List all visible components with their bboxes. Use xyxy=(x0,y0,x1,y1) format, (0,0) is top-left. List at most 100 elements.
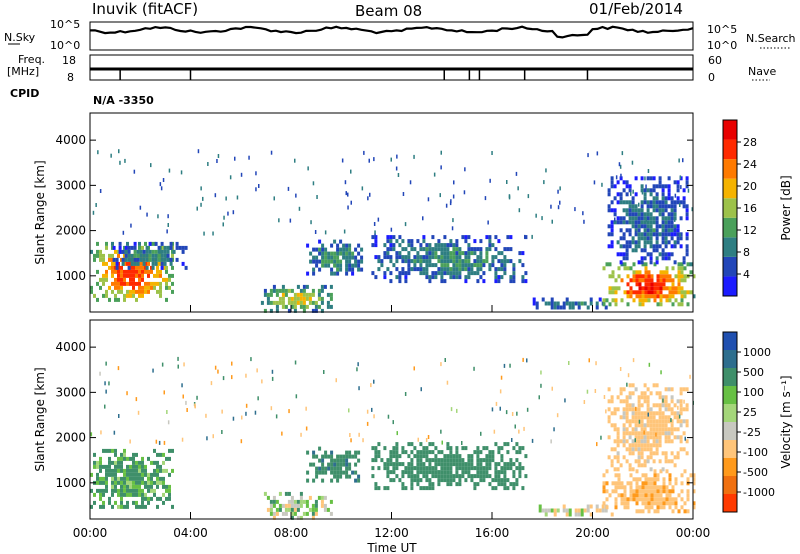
echo-cell-1-36 xyxy=(139,257,143,262)
echo-cell-3-77 xyxy=(413,446,417,451)
echo-cell-6-153 xyxy=(646,395,650,400)
echo-cell-1-42 xyxy=(299,491,303,496)
echo-cell-1-31 xyxy=(136,253,140,258)
echo-cell-3-110 xyxy=(425,454,429,459)
echo-cell-6-279 xyxy=(676,415,680,420)
echo-cell-3-21 xyxy=(321,255,325,260)
echo-cell-5-162 xyxy=(680,505,684,510)
echo-cell-5-171 xyxy=(686,509,690,514)
echo-cell-3-10 xyxy=(377,442,381,447)
echo-cell-7-250 xyxy=(667,192,671,197)
echo-cell-6-205 xyxy=(655,443,659,448)
echo-cell-7-237 xyxy=(664,216,668,221)
echo-cell-7-189 xyxy=(655,200,659,205)
echo-cell-0-77 xyxy=(117,492,120,497)
echo-cell-5-128 xyxy=(662,489,666,494)
echo-cell-4-2 xyxy=(371,271,375,276)
echo-cell-6-62 xyxy=(641,274,645,279)
echo-cell-0-148 xyxy=(138,464,141,469)
echo-cell-5-27 xyxy=(583,301,587,306)
echo-cell-1-91 xyxy=(184,245,188,250)
power-speckle-134 xyxy=(487,220,489,225)
echo-cell-7-182 xyxy=(652,228,656,233)
echo-cell-4-9 xyxy=(556,508,560,513)
echo-cell-1-12 xyxy=(124,249,128,254)
echo-cell-7-132 xyxy=(643,216,647,221)
echo-cell-7-266 xyxy=(670,212,674,217)
echo-cell-6-108 xyxy=(637,411,641,416)
echo-cell-6-151 xyxy=(677,286,681,291)
echo-cell-1-77 xyxy=(166,253,170,258)
power-speckle-142 xyxy=(273,196,275,201)
echo-cell-7-226 xyxy=(661,232,665,237)
echo-cell-4-165 xyxy=(449,243,453,248)
echo-cell-0-143 xyxy=(141,265,144,270)
echo-cell-4-142 xyxy=(440,267,444,272)
echo-cell-3-268 xyxy=(491,454,495,459)
echo-cell-5-68 xyxy=(641,489,645,494)
velocity-colorbar-swatch-7 xyxy=(723,368,737,386)
power-speckle-92 xyxy=(601,182,603,187)
echo-cell-6-53 xyxy=(625,403,629,408)
echo-cell-6-10 xyxy=(610,423,614,428)
echo-cell-3-211 xyxy=(464,466,468,471)
power-speckle-75 xyxy=(397,173,400,177)
echo-cell-1-14 xyxy=(275,511,279,516)
echo-cell-2-90 xyxy=(329,304,333,309)
echo-cell-0-174 xyxy=(153,273,156,278)
echo-cell-2-83 xyxy=(323,284,327,289)
echo-cell-3-19 xyxy=(321,247,325,252)
echo-cell-6-161 xyxy=(680,294,684,299)
echo-cell-4-50 xyxy=(401,247,405,252)
echo-cell-5-108 xyxy=(653,509,657,514)
echo-cell-2-17 xyxy=(321,458,325,463)
echo-cell-5-140 xyxy=(668,481,672,486)
velocity-speckle-18 xyxy=(366,409,369,414)
echo-cell-5-71 xyxy=(641,501,645,506)
echo-cell-3-130 xyxy=(431,470,435,475)
echo-cell-6-158 xyxy=(646,415,650,420)
echo-cell-7-185 xyxy=(652,248,656,253)
echo-cell-0-96 xyxy=(123,472,126,477)
echo-cell-7-294 xyxy=(676,232,680,237)
echo-cell-2-30 xyxy=(284,304,288,309)
echo-cell-2-26 xyxy=(327,454,331,459)
power-speckle-122 xyxy=(347,192,349,197)
echo-cell-0-225 xyxy=(165,484,168,489)
noise-tick-left-top: 10^5 xyxy=(50,18,80,31)
echo-cell-6-169 xyxy=(686,262,690,267)
echo-cell-2-78 xyxy=(320,284,324,289)
echo-cell-4-100 xyxy=(425,251,429,256)
echo-cell-0-6 xyxy=(96,241,99,246)
echo-cell-0-27 xyxy=(102,476,105,481)
echo-cell-4-193 xyxy=(458,255,462,260)
echo-cell-4-311 xyxy=(524,235,528,240)
echo-cell-2-2 xyxy=(263,292,267,297)
echo-cell-3-226 xyxy=(473,450,477,455)
echo-cell-6-164 xyxy=(683,266,687,271)
echo-cell-7-240 xyxy=(664,228,668,233)
power-speckle-108 xyxy=(343,229,346,234)
echo-cell-7-216 xyxy=(661,192,665,197)
echo-cell-0-102 xyxy=(129,273,132,278)
echo-cell-1-32 xyxy=(290,511,294,516)
echo-cell-4-151 xyxy=(443,259,447,264)
echo-cell-7-9 xyxy=(610,184,614,189)
echo-cell-1-65 xyxy=(160,249,164,254)
echo-cell-6-33 xyxy=(619,387,623,392)
echo-cell-3-246 xyxy=(479,478,483,483)
echo-cell-2-10 xyxy=(269,308,273,313)
echo-cell-4-0 xyxy=(371,235,375,240)
echo-cell-5-23 xyxy=(574,301,578,306)
echo-cell-4-22 xyxy=(583,508,587,513)
echo-cell-3-29 xyxy=(389,462,393,467)
echo-cell-1-75 xyxy=(166,245,170,250)
power-speckle-113 xyxy=(453,180,455,185)
echo-cell-0-127 xyxy=(132,468,135,473)
velocity-speckle-2 xyxy=(516,411,518,416)
echo-cell-1-14 xyxy=(124,257,128,262)
echo-cell-6-154 xyxy=(680,262,684,267)
echo-cell-2-0 xyxy=(306,450,310,455)
echo-cell-7-224 xyxy=(661,224,665,229)
velocity-speckle-154 xyxy=(678,414,681,419)
